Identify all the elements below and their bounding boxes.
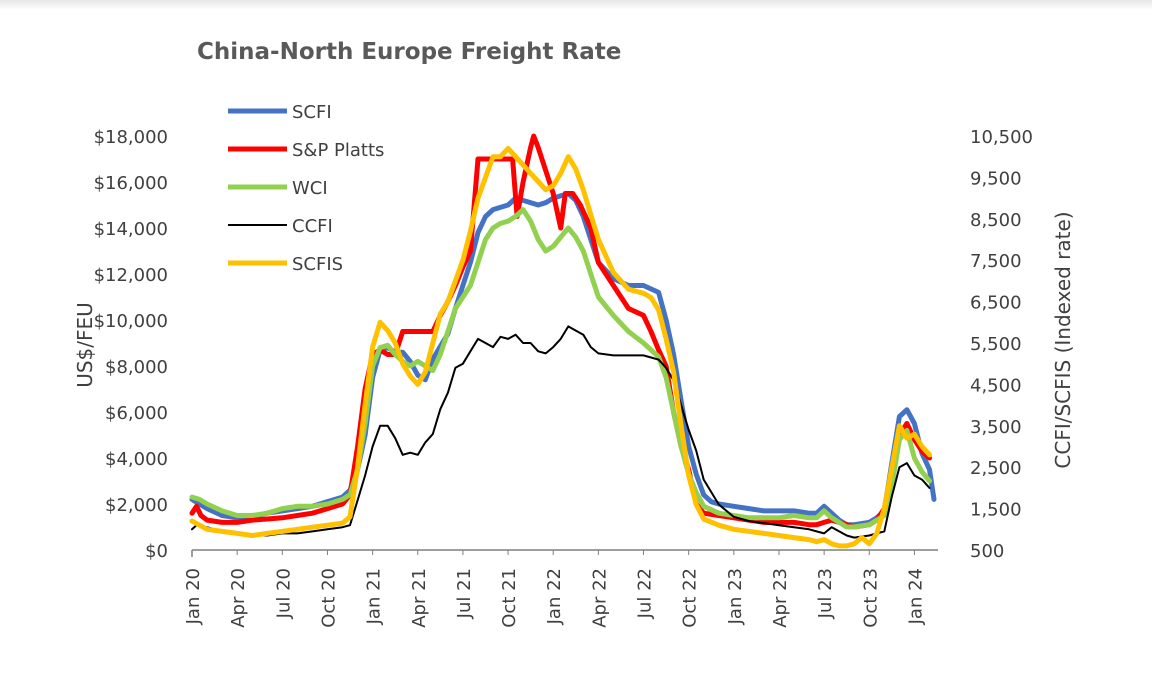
x-tick-label: Jul 20 bbox=[273, 568, 294, 619]
x-tick-label: Apr 23 bbox=[770, 568, 791, 628]
y2-axis-label: CCFI/SCFIS (Indexed rate) bbox=[1051, 211, 1075, 468]
y-tick-label: $8,000 bbox=[105, 357, 168, 378]
legend-label: SCFIS bbox=[292, 254, 343, 275]
x-tick-label: Jul 21 bbox=[454, 568, 475, 619]
x-tick-label: Oct 23 bbox=[860, 568, 881, 628]
y2-tick-label: 5,500 bbox=[970, 334, 1022, 355]
x-tick-label: Jan 21 bbox=[364, 568, 385, 625]
y2-axis-ticks: 500 1,500 2,500 3,500 4,500 5,500 6,500 7,500 8,… bbox=[970, 127, 1033, 562]
legend-item: SCFI bbox=[228, 102, 332, 123]
y2-tick-label: 8,500 bbox=[970, 210, 1022, 231]
y-axis-ticks: $0 $2,000 $4,000 $6,000 $8,000 $10,000 $12,000… bbox=[94, 127, 168, 562]
x-tick-label: Apr 22 bbox=[589, 568, 610, 628]
legend-label: SCFI bbox=[292, 102, 332, 123]
y2-tick-label: 4,500 bbox=[970, 375, 1022, 396]
series-line-scfis bbox=[189, 145, 932, 549]
y-axis-label: US$/FEU bbox=[73, 302, 97, 388]
y2-tick-label: 10,500 bbox=[970, 127, 1033, 148]
legend-item: CCFI bbox=[228, 216, 333, 237]
series-line-ccfi bbox=[191, 325, 931, 539]
x-tick-label: Jan 22 bbox=[544, 568, 565, 625]
y-tick-label: $14,000 bbox=[94, 219, 168, 240]
y2-tick-label: 500 bbox=[970, 541, 1004, 562]
legend-item: S&P Platts bbox=[228, 140, 384, 161]
chart-series bbox=[189, 133, 937, 549]
y-tick-label: $0 bbox=[145, 541, 168, 562]
chart-title: China-North Europe Freight Rate bbox=[197, 39, 621, 65]
y-tick-label: $2,000 bbox=[105, 495, 168, 516]
top-shadow-bar bbox=[0, 0, 1152, 10]
legend-label: S&P Platts bbox=[292, 140, 384, 161]
legend-label: WCI bbox=[292, 178, 328, 199]
x-tick-label: Apr 21 bbox=[409, 568, 430, 628]
series-line-scfi bbox=[189, 191, 937, 528]
x-tick-label: Jan 20 bbox=[183, 568, 204, 625]
x-tick-label: Oct 20 bbox=[318, 568, 339, 628]
y-tick-label: $18,000 bbox=[94, 127, 168, 148]
y-tick-label: $6,000 bbox=[105, 403, 168, 424]
legend-item: WCI bbox=[228, 178, 328, 199]
y2-tick-label: 1,500 bbox=[970, 500, 1022, 521]
y2-tick-label: 7,500 bbox=[970, 251, 1022, 272]
chart-legend: SCFI S&P Platts WCI CCFI SCFIS bbox=[228, 102, 384, 275]
y2-tick-label: 6,500 bbox=[970, 293, 1022, 314]
y2-tick-label: 9,500 bbox=[970, 168, 1022, 189]
x-tick-label: Jan 23 bbox=[725, 568, 746, 625]
x-tick-label: Jul 23 bbox=[815, 568, 836, 619]
x-tick-label: Oct 21 bbox=[499, 568, 520, 628]
legend-label: CCFI bbox=[292, 216, 333, 237]
y-tick-label: $10,000 bbox=[94, 311, 168, 332]
x-tick-label: Jul 22 bbox=[635, 568, 656, 619]
y-tick-label: $12,000 bbox=[94, 265, 168, 286]
x-tick-label: Jan 24 bbox=[905, 568, 926, 625]
x-tick-label: Apr 20 bbox=[228, 568, 249, 628]
x-tick-label: Oct 22 bbox=[680, 568, 701, 628]
y-tick-label: $16,000 bbox=[94, 173, 168, 194]
y2-tick-label: 2,500 bbox=[970, 458, 1022, 479]
legend-item: SCFIS bbox=[228, 254, 343, 275]
y-tick-label: $4,000 bbox=[105, 449, 168, 470]
y2-tick-label: 3,500 bbox=[970, 417, 1022, 438]
x-axis bbox=[191, 549, 938, 557]
x-axis-ticks: Jan 20 Apr 20 Jul 20 Oct 20 Jan 21 Apr 21 Jul … bbox=[183, 568, 926, 628]
